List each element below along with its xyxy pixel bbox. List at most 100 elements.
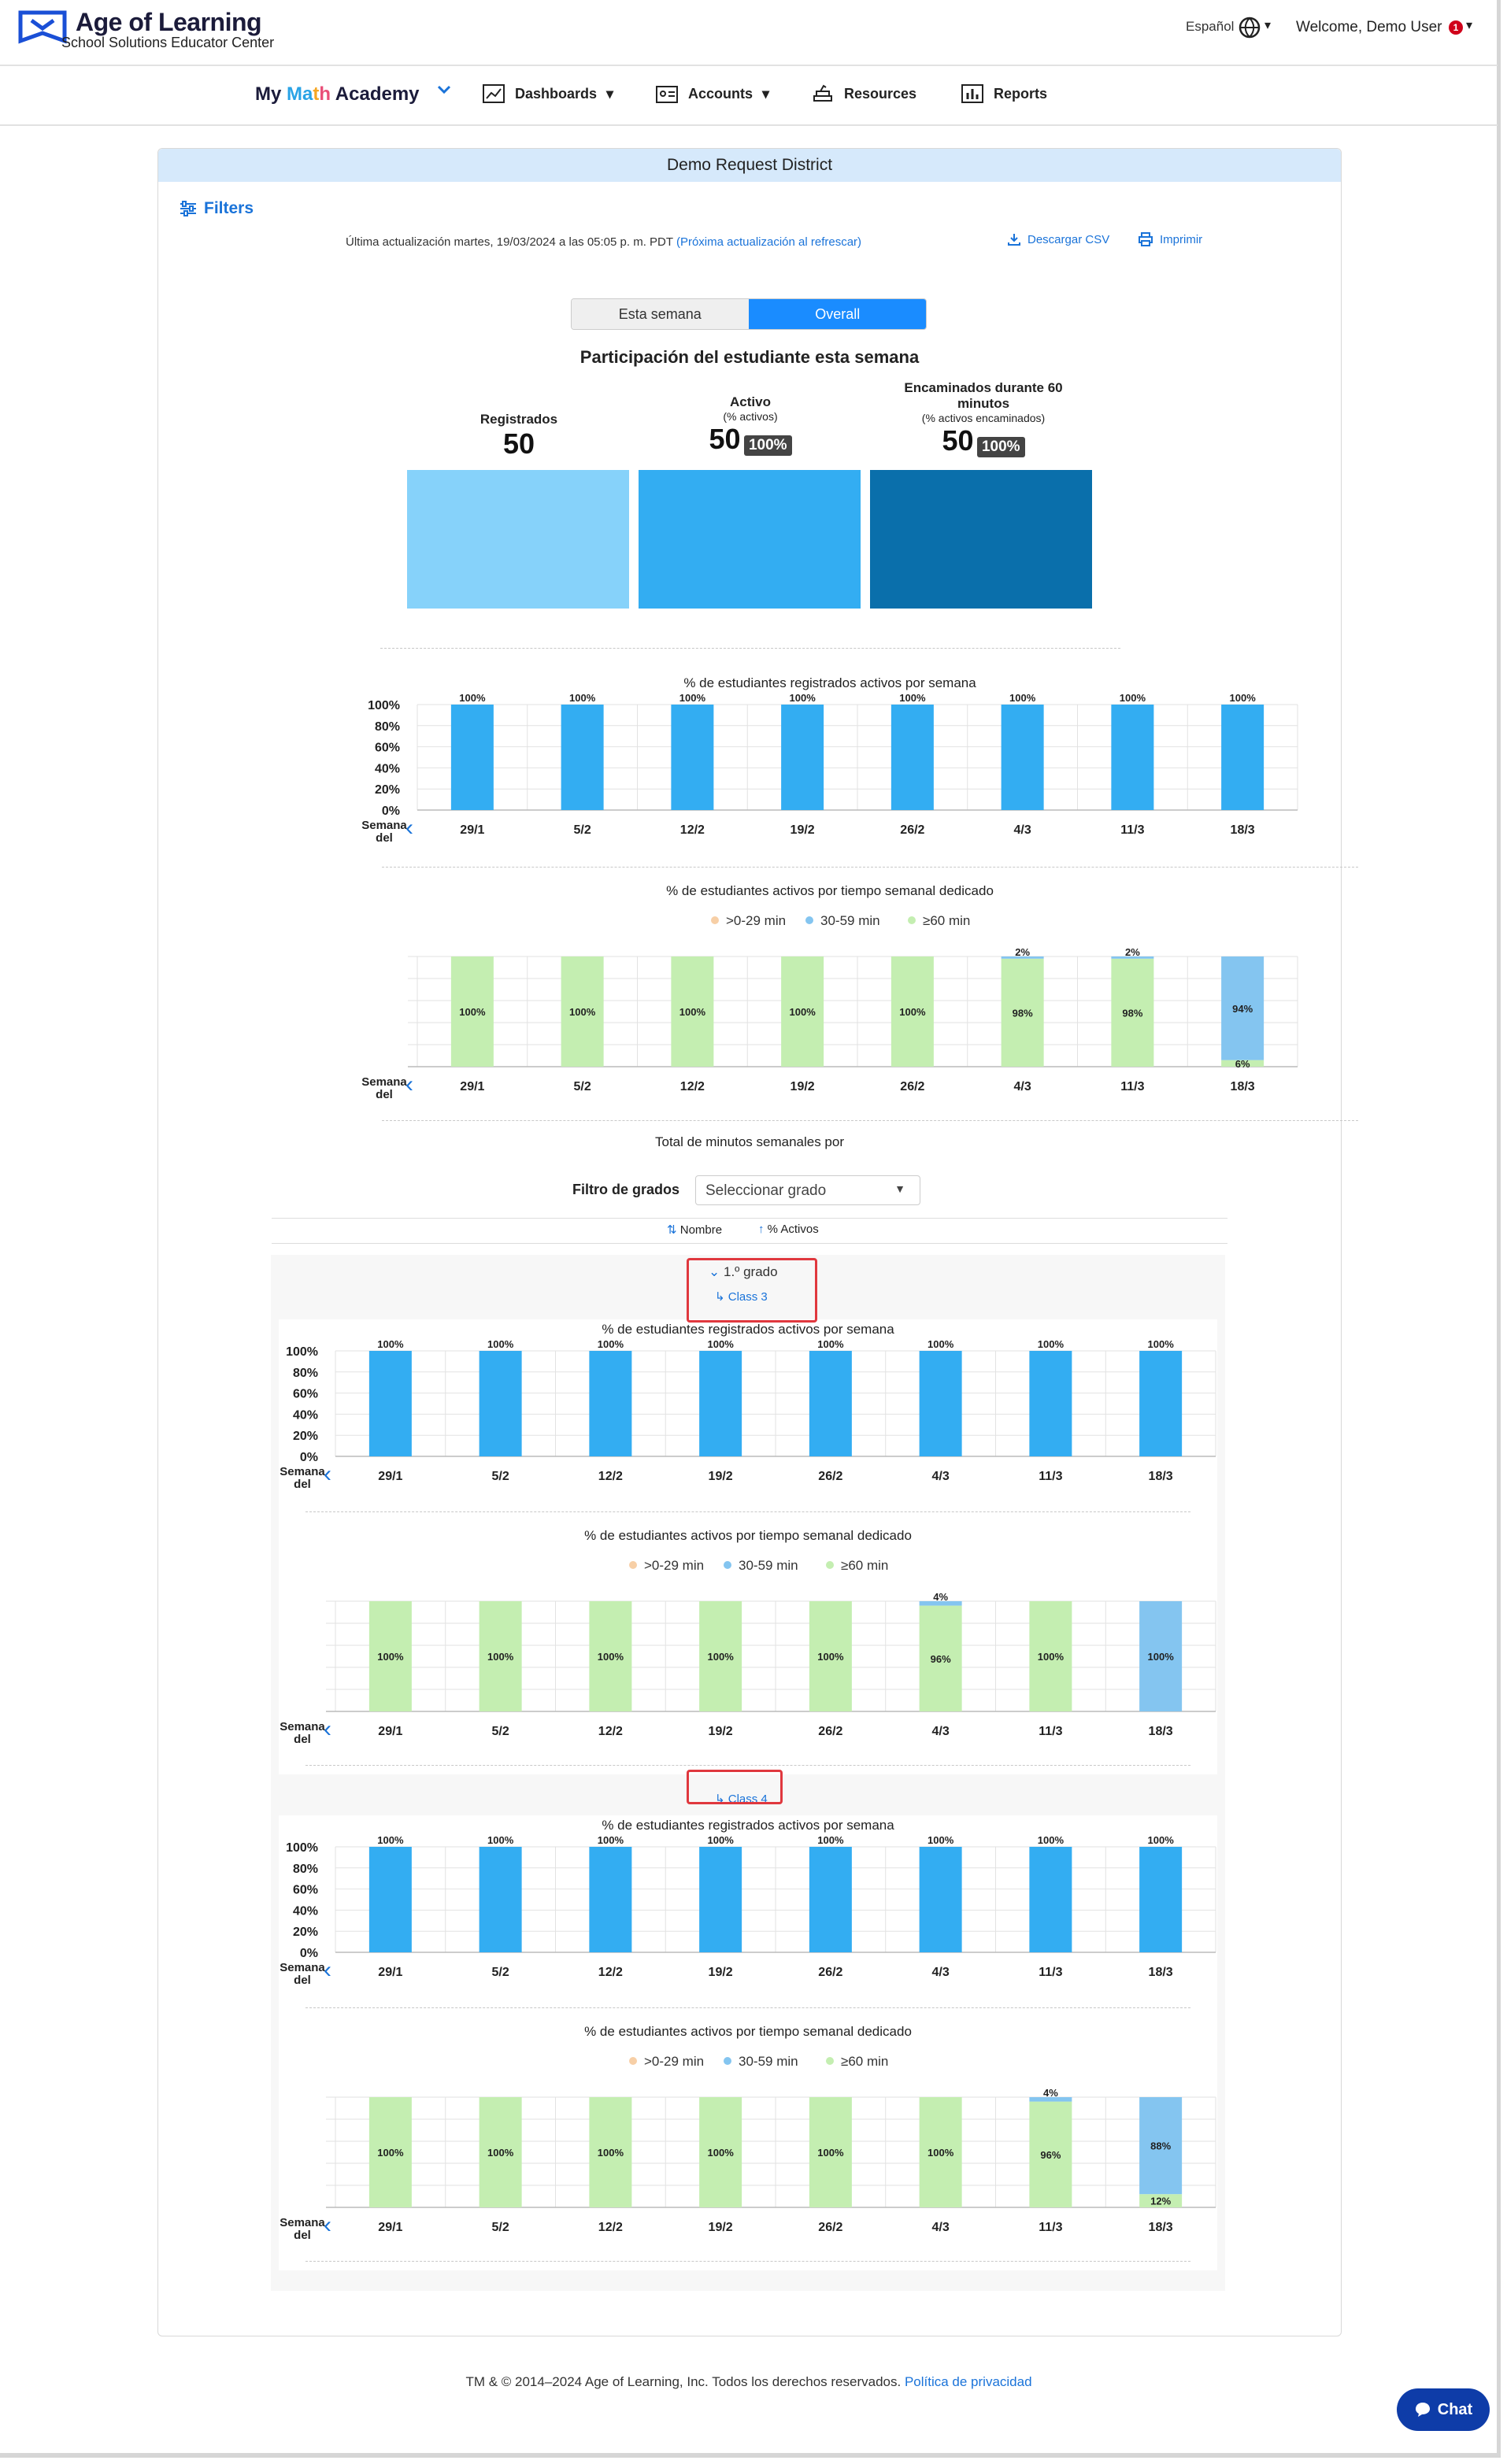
books-icon [813,84,832,102]
bar [919,1847,962,1952]
bar-segment-60 [781,956,824,1067]
divider [382,867,1358,868]
class3-label: Class 3 [728,1290,768,1304]
data-label: 100% [1120,692,1146,704]
nav-dashboards[interactable]: Dashboards ▾ [482,83,613,104]
legend-label: >0-29 min [726,913,786,928]
data-label: 12% [1150,2196,1171,2207]
welcome-user[interactable]: Welcome, Demo User [1296,19,1442,35]
nav-accounts[interactable]: Accounts ▾ [655,83,769,104]
last-updated: Última actualización martes, 19/03/2024 … [346,235,861,249]
download-csv-link[interactable]: Descargar CSV [1007,232,1109,246]
bar-segment-30-59 [1001,956,1044,959]
grade-section: ⌄ 1.º grado ↳ Class 3 % de estudiantes r… [271,1255,1225,2291]
data-label: 100% [708,1338,735,1350]
x-tick-label: 29/1 [460,823,484,837]
bar-segment-60 [919,2097,962,2207]
notification-badge[interactable]: 1 [1449,20,1463,35]
product-name[interactable]: My Math Academy [255,83,420,105]
x-tick-label: 18/3 [1149,1966,1173,1979]
data-label: 100% [928,1338,954,1350]
sort-by-name[interactable]: ⇅ Nombre [667,1223,722,1237]
bar [1029,1847,1072,1952]
toggle-this-week[interactable]: Esta semana [572,299,749,329]
legend-label: >0-29 min [644,2054,704,2069]
nav-resources[interactable]: Resources [811,83,916,104]
x-axis-label: del [294,1478,311,1491]
user-chevron-icon[interactable]: ▾ [1466,19,1473,32]
bar [368,1847,412,1952]
legend-swatch [908,916,916,924]
grade-highlight [687,1258,817,1323]
legend: >0-29 min 30-59 min ≥60 min [711,913,970,928]
bar [809,1351,852,1456]
data-label: 100% [817,1338,844,1350]
privacy-link[interactable]: Política de privacidad [904,2374,1032,2389]
metric-registered-label: Registrados [480,412,558,427]
legend: >0-29 min 30-59 min ≥60 min [629,2054,888,2069]
filters-button[interactable]: Filters [179,199,254,218]
top-header: Age of Learning School Solutions Educato… [0,0,1498,66]
language-chevron-icon[interactable]: ▾ [1264,19,1272,32]
data-label: 100% [598,1651,624,1663]
x-tick-label: 18/3 [1149,1470,1173,1483]
metric-on-track-sub: (% activos encaminados) [921,412,1046,424]
data-label: 6% [1235,1058,1250,1070]
chart-title: % de estudiantes registrados activos por… [683,675,976,690]
product-chevron-icon[interactable] [436,83,452,96]
nav-reports[interactable]: Reports [961,83,1047,104]
class3-link[interactable]: ↳ Class 3 [715,1289,768,1304]
x-tick-label: 26/2 [818,1725,842,1738]
x-tick-label: 12/2 [598,1966,623,1979]
bar-segment-60 [890,956,934,1067]
bar [589,1847,632,1952]
data-label: 100% [708,1651,735,1663]
logo-icon[interactable] [17,9,68,46]
x-tick-label: 19/2 [791,823,815,837]
sort-by-active[interactable]: ↑ % Activos [758,1223,819,1236]
metric-active-label: Activo [730,394,771,409]
chart-svg: % de estudiantes registrados activos por… [280,1818,1216,1987]
chart-svg: % de estudiantes activos por tiempo sema… [361,883,1298,1101]
data-label: 94% [1232,1003,1253,1015]
bar-segment-60 [699,1601,742,1711]
bar-segment-60 [699,2097,742,2207]
x-tick-label: 4/3 [1014,823,1031,837]
data-label: 100% [569,1006,596,1018]
divider [305,2007,1190,2008]
overall-time-chart: % de estudiantes activos por tiempo sema… [284,881,1376,1117]
language-link[interactable]: Español [1186,19,1235,34]
x-tick-label: 5/2 [574,1080,591,1093]
print-link[interactable]: Imprimir [1138,232,1202,246]
metric-on-track-value: 50 [942,424,974,457]
globe-icon[interactable] [1238,16,1261,39]
legend-swatch [711,916,719,924]
x-tick-label: 5/2 [492,1470,509,1483]
bar-segment-30-59 [1029,2097,1072,2102]
data-label: 100% [790,692,816,704]
legend-swatch [826,1561,834,1569]
grade-toggle[interactable]: ⌄ 1.º grado [709,1264,778,1280]
bar-segment-60 [479,1601,522,1711]
x-tick-label: 11/3 [1039,1966,1062,1979]
x-tick-label: 4/3 [932,1725,950,1738]
y-tick-label: 100% [368,699,400,712]
data-label: 100% [377,2147,404,2159]
toggle-overall[interactable]: Overall [748,299,926,329]
chat-label: Chat [1437,2400,1473,2418]
chat-button[interactable]: Chat [1397,2388,1490,2431]
chart-title: % de estudiantes registrados activos por… [602,1322,894,1337]
bar [890,705,934,810]
active-bar [639,470,861,609]
y-tick-label: 0% [300,1947,318,1960]
prev-arrow-icon: ‹ [324,2212,331,2238]
grade-filter-select[interactable]: Seleccionar grado ▼ [695,1175,920,1205]
legend-label: 30-59 min [820,913,880,928]
x-tick-label: 11/3 [1120,823,1144,837]
brand-title[interactable]: Age of Learning [76,8,262,36]
x-tick-label: 11/3 [1039,1470,1062,1483]
data-label: 100% [708,1834,735,1846]
data-label: 100% [1038,1651,1065,1663]
legend-swatch [724,1561,731,1569]
next-update-link[interactable]: (Próxima actualización al refrescar) [676,235,862,249]
